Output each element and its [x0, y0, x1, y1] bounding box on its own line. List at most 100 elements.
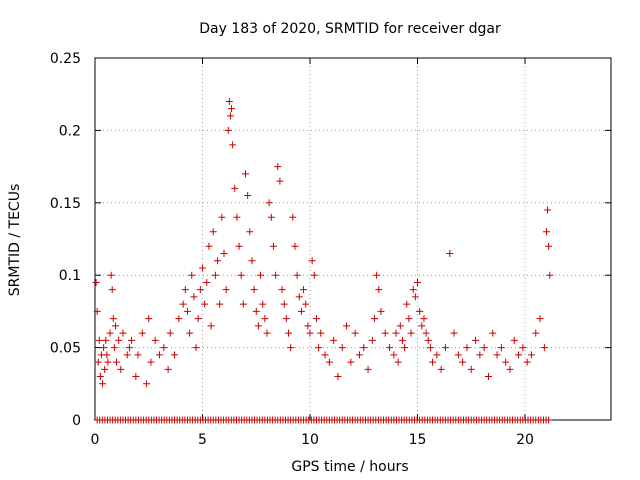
data-point [300, 286, 308, 294]
data-point [203, 278, 211, 286]
data-point [104, 358, 112, 366]
data-point [111, 322, 119, 330]
data-point [414, 278, 421, 286]
data-point [463, 344, 471, 352]
data-point [125, 344, 133, 352]
data-point [278, 286, 286, 294]
data-point [138, 329, 146, 337]
data-point [156, 351, 163, 359]
data-point [519, 344, 527, 352]
data-point [480, 344, 488, 352]
data-point [506, 365, 514, 373]
data-point [405, 315, 413, 323]
data-point [235, 242, 243, 250]
data-point [297, 307, 305, 315]
plot-frame [94, 57, 612, 421]
data-point [259, 300, 267, 308]
data-point [108, 286, 116, 294]
data-point [226, 112, 234, 120]
data-point [252, 307, 260, 315]
data-point [527, 351, 535, 359]
data-point [134, 351, 142, 359]
data-point [489, 329, 497, 337]
data-points [92, 97, 554, 424]
y-axis-label: SRMTID / TECUs [7, 184, 23, 297]
data-point [398, 336, 406, 344]
data-point [194, 315, 202, 323]
data-point [532, 329, 540, 337]
data-point [196, 286, 204, 294]
data-point [224, 126, 232, 134]
data-point [407, 329, 415, 337]
chart-title: Day 183 of 2020, SRMTID for receiver dga… [199, 21, 501, 37]
data-point [450, 329, 458, 337]
data-point [295, 293, 303, 301]
data-point [386, 344, 394, 352]
data-point [225, 97, 233, 105]
data-point [248, 257, 256, 265]
data-point [220, 249, 228, 257]
y-tick-label: 0.15 [50, 196, 81, 212]
data-point [147, 358, 155, 366]
data-point [540, 344, 548, 352]
x-tick-label: 15 [409, 432, 427, 448]
data-point [543, 228, 550, 236]
x-tick-label: 5 [198, 432, 207, 448]
data-point [128, 336, 136, 344]
data-point [545, 242, 553, 250]
data-point [257, 271, 265, 279]
data-point [368, 336, 376, 344]
data-point [396, 322, 404, 330]
data-point [190, 293, 198, 301]
data-point [433, 351, 441, 359]
data-point [347, 358, 355, 366]
data-point [502, 358, 510, 366]
data-point [123, 351, 131, 359]
data-point [103, 351, 111, 359]
data-point [476, 351, 484, 359]
data-point [523, 358, 531, 366]
grid [95, 58, 611, 420]
data-point [179, 300, 187, 308]
data-point [321, 351, 329, 359]
data-point [269, 242, 277, 250]
data-point [110, 344, 118, 352]
data-point [254, 322, 262, 330]
data-point [228, 105, 236, 113]
data-point [99, 380, 107, 388]
data-point [192, 344, 200, 352]
data-point [377, 307, 385, 315]
data-point [312, 315, 320, 323]
data-point [315, 344, 323, 352]
data-point [375, 286, 383, 294]
data-point [151, 336, 159, 344]
data-point [293, 271, 301, 279]
data-point [95, 336, 103, 344]
y-tick-label: 0.05 [50, 341, 81, 357]
data-point [246, 228, 254, 236]
data-point [107, 271, 115, 279]
data-point [546, 271, 554, 279]
data-point [211, 271, 219, 279]
data-point [285, 329, 292, 337]
data-point [272, 271, 280, 279]
data-point [360, 344, 368, 352]
data-point [467, 365, 475, 373]
data-point [92, 278, 100, 286]
data-point [160, 344, 168, 352]
data-point [143, 380, 151, 388]
data-point [493, 351, 501, 359]
data-point [132, 373, 140, 381]
data-point [265, 199, 273, 207]
data-point [117, 365, 125, 373]
data-point [403, 300, 411, 308]
data-point [364, 365, 372, 373]
data-point [100, 344, 108, 352]
data-point [429, 358, 437, 366]
data-point [381, 329, 389, 337]
data-point [536, 315, 544, 323]
y-tick-label: 0 [72, 413, 81, 429]
data-point [510, 336, 518, 344]
data-point [351, 329, 359, 337]
data-point [229, 141, 237, 149]
